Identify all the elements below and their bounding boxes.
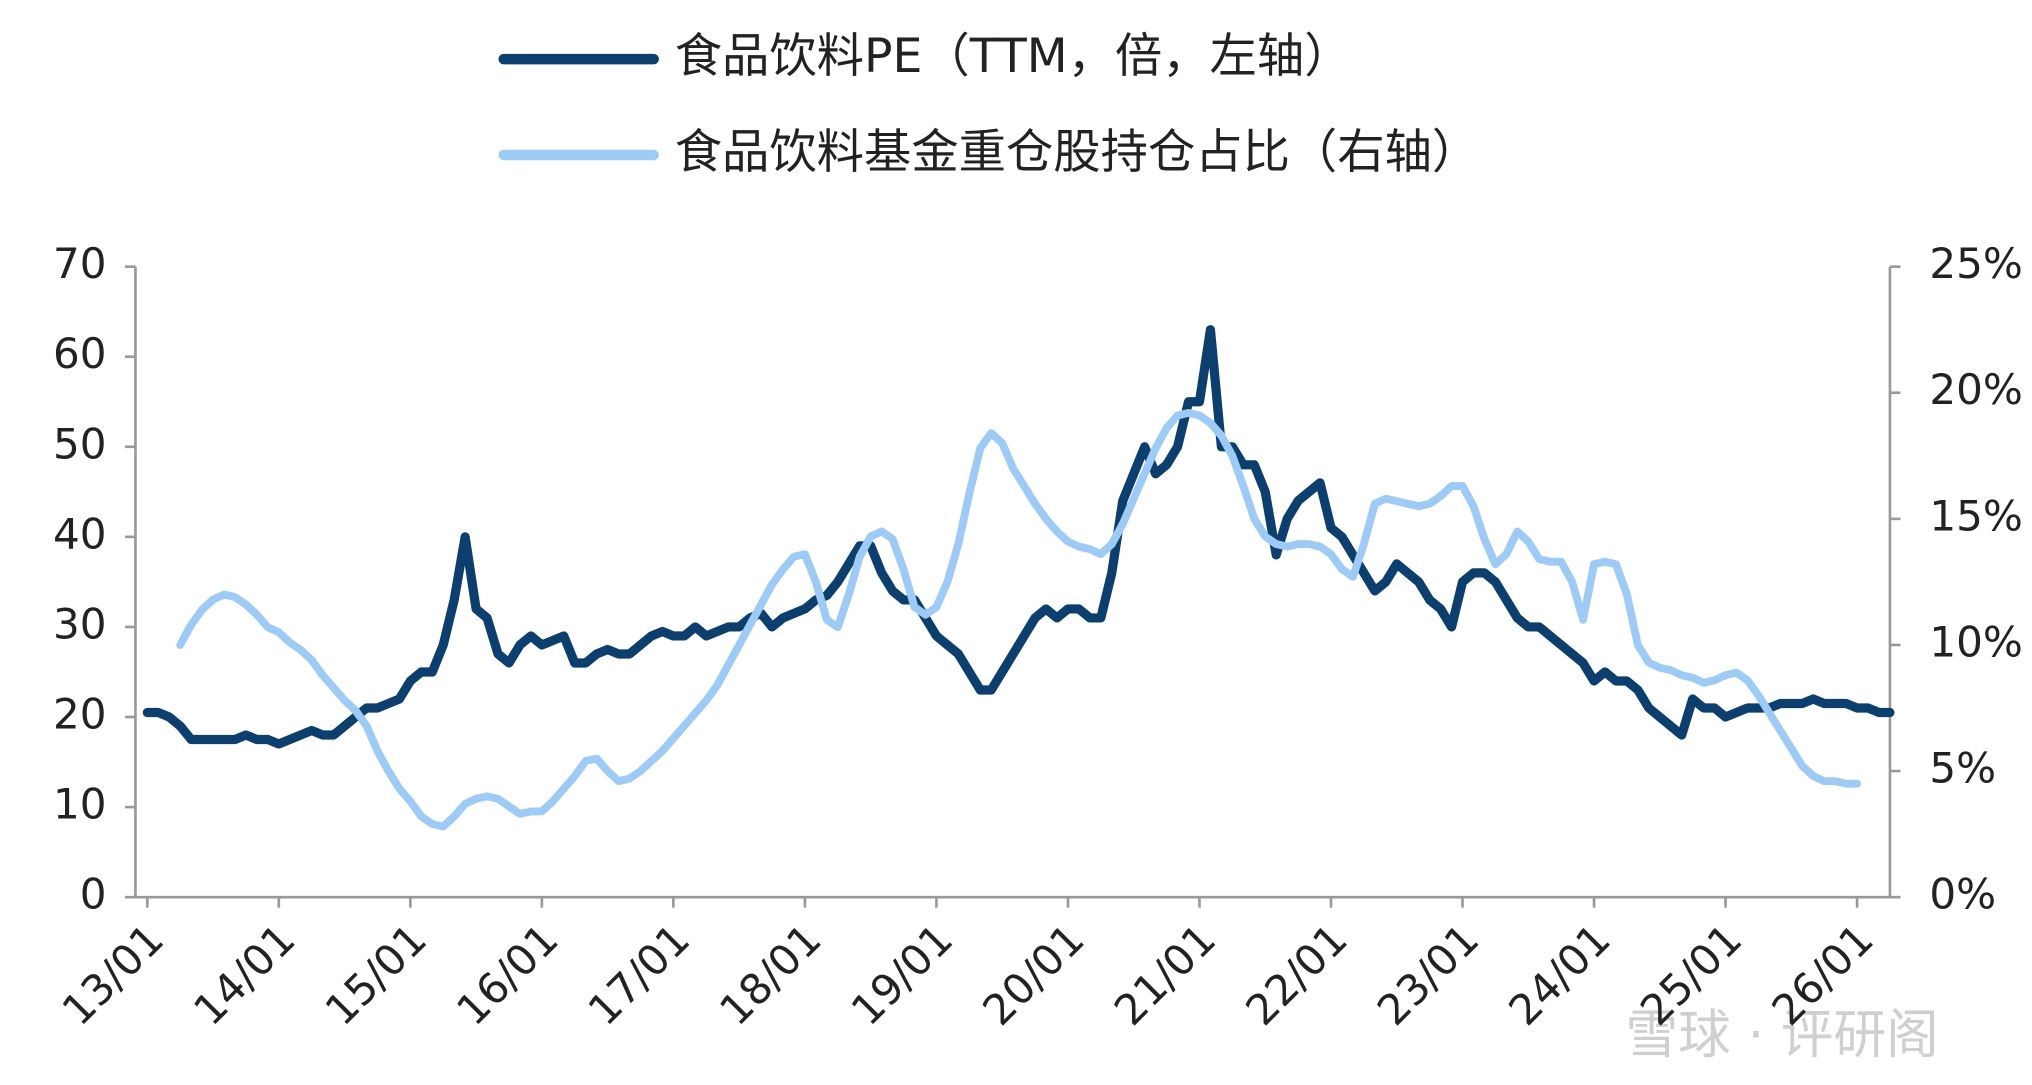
y-tick-label: 10	[53, 780, 107, 829]
x-tick-label: 13/01	[53, 915, 173, 1035]
y-tick-label: 50	[53, 419, 107, 468]
x-tick-label: 16/01	[447, 915, 567, 1035]
y-tick-label: 40	[53, 509, 107, 558]
x-tick-label: 19/01	[842, 915, 962, 1035]
y-tick-label: 60	[53, 329, 107, 378]
x-tick-label: 23/01	[1368, 915, 1488, 1035]
x-tick-label: 21/01	[1105, 915, 1225, 1035]
y2-tick-label: 10%	[1929, 617, 2023, 666]
y2-tick-label: 25%	[1929, 239, 2023, 288]
legend-label: 食品饮料PE（TTM，倍，左轴）	[675, 29, 1352, 84]
x-tick-label: 18/01	[710, 915, 830, 1035]
line-series	[176, 408, 1862, 831]
y2-tick-label: 15%	[1929, 491, 2023, 540]
watermark: 雪球 · 评研阁	[1626, 1004, 1939, 1065]
y-tick-label: 0	[80, 870, 107, 919]
y2-tick-label: 20%	[1929, 365, 2023, 414]
line-series	[142, 325, 1895, 749]
x-tick-label: 22/01	[1236, 915, 1356, 1035]
x-tick-label: 17/01	[579, 915, 699, 1035]
y-tick-label: 20	[53, 690, 107, 739]
y2-tick-label: 0%	[1929, 870, 1996, 919]
y-tick-label: 70	[53, 239, 107, 288]
x-tick-label: 15/01	[316, 915, 436, 1035]
x-tick-label: 24/01	[1499, 915, 1619, 1035]
x-tick-label: 14/01	[184, 915, 304, 1035]
y2-tick-label: 5%	[1929, 744, 1996, 793]
y-tick-label: 30	[53, 599, 107, 648]
legend-label: 食品饮料基金重仓股持仓占比（右轴）	[675, 125, 1480, 180]
x-tick-label: 20/01	[973, 915, 1093, 1035]
